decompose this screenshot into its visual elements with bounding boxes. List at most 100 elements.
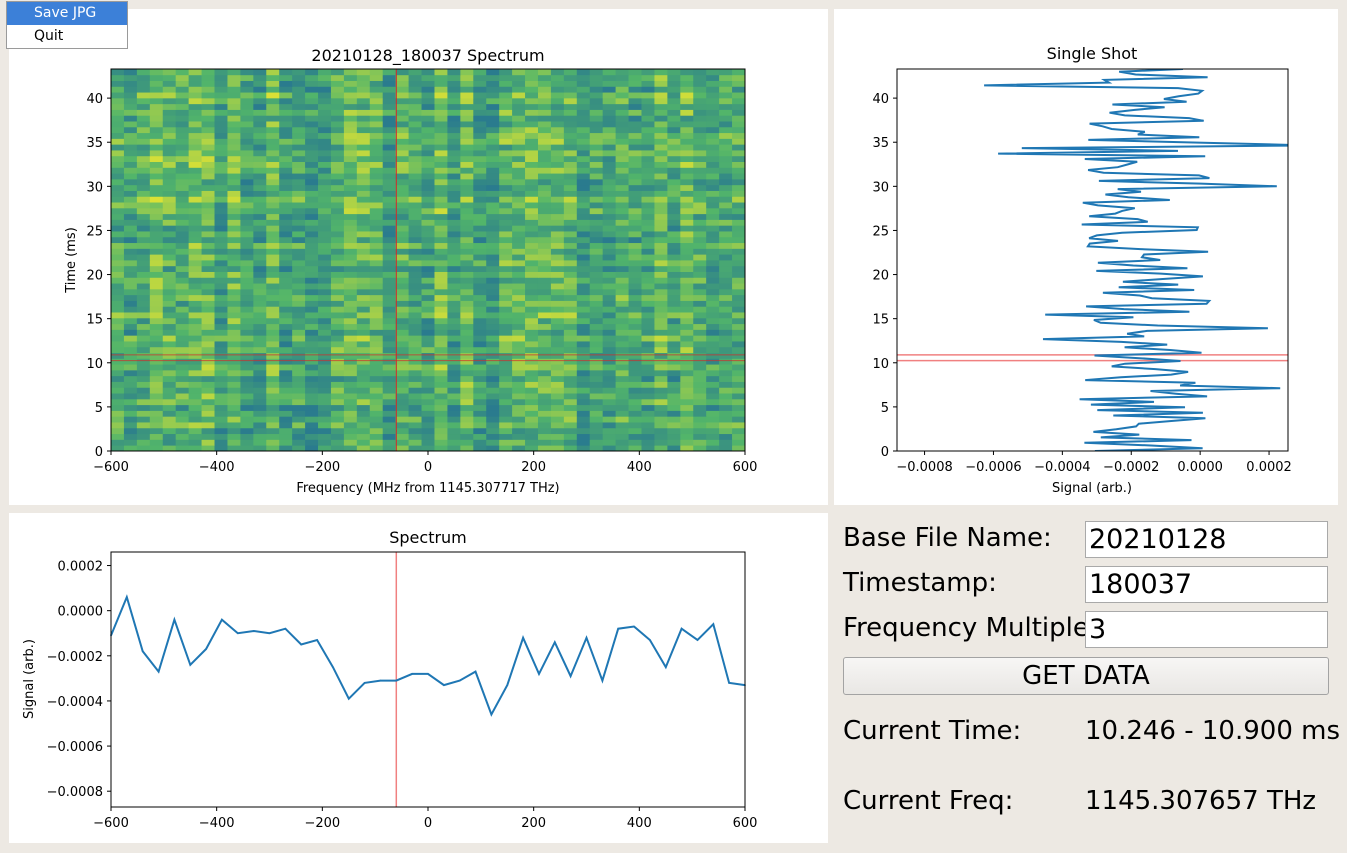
heatmap-cell [330, 294, 345, 301]
heatmap-cell [512, 207, 526, 215]
heatmap-cell [356, 126, 371, 134]
get-data-button[interactable]: GET DATA [843, 657, 1329, 695]
heatmap-cell [369, 393, 384, 400]
heatmap-cell [732, 439, 746, 446]
heatmap-cell [240, 121, 254, 128]
heatmap-cell [266, 312, 280, 319]
timestamp-input[interactable]: 180037 [1085, 566, 1328, 603]
heatmap-cell [693, 288, 707, 296]
frequency-multiple-input[interactable]: 3 [1085, 611, 1328, 648]
heatmap-cell [460, 352, 474, 359]
heatmap-cell [654, 213, 668, 220]
heatmap-cell [240, 248, 254, 255]
single-shot-chart[interactable]: Single Shot −0.0008 −0.0006 −0.0004 −0.0002… [834, 9, 1338, 505]
heatmap-cell [240, 167, 254, 174]
heatmap-cell [460, 323, 474, 330]
heatmap-cell [201, 317, 215, 325]
heatmap-cell [123, 323, 138, 330]
heatmap-cell [111, 184, 125, 191]
heatmap-cell [369, 207, 384, 215]
heatmap-cell [628, 184, 642, 191]
heatmap-cell [667, 167, 681, 174]
heatmap-cell [706, 184, 720, 191]
heatmap-cell [408, 410, 422, 417]
heatmap-cell [382, 341, 397, 348]
heatmap-cell [680, 317, 694, 325]
heatmap-cell [641, 346, 655, 354]
heatmap-cell [292, 121, 306, 128]
heatmap-cell [434, 167, 448, 174]
heatmap-cell [680, 283, 694, 290]
heatmap-cell [343, 97, 358, 105]
heatmap-cell [305, 109, 319, 116]
base-file-name-input[interactable]: 20210128 [1085, 521, 1328, 558]
heatmap-cell [602, 254, 617, 261]
base-file-name-label: Base File Name: [843, 523, 1052, 553]
heatmap-cell [525, 335, 539, 342]
heatmap-cell [227, 248, 241, 255]
heatmap-cell [395, 393, 409, 400]
heatmap-cell [667, 416, 681, 423]
menu-item-quit[interactable]: Quit [34, 28, 64, 44]
menu-item-save-jpg[interactable]: Save JPG [7, 2, 127, 25]
heatmap-cell [253, 358, 267, 365]
heatmap-cell [706, 115, 720, 122]
spectrum-point [601, 679, 604, 682]
heatmap-cell [356, 317, 371, 325]
heatmap-cell [305, 138, 319, 145]
heatmap-cell [473, 173, 487, 180]
heatmap-cell [253, 138, 267, 145]
heatmap-cell [330, 132, 345, 139]
heatmap-cell [680, 121, 694, 128]
heatmap-cell [576, 236, 591, 244]
heatmap-cell [550, 155, 565, 163]
spectrum-heatmap-chart[interactable]: 20210128_180037 Spectrum −600 −400 −200 0 20… [9, 9, 828, 505]
heatmap-cells[interactable] [111, 69, 746, 452]
heatmap-cell [149, 445, 164, 452]
heatmap-cell [654, 312, 668, 319]
heatmap-cell [369, 155, 384, 163]
heatmap-cell [318, 341, 332, 348]
heatmap-cell [123, 103, 138, 110]
heatmap-cell [240, 161, 254, 168]
heatmap-cell [525, 323, 539, 330]
heatmap-cell [240, 150, 254, 157]
heatmap-cell [149, 207, 164, 215]
heatmap-cell [615, 167, 629, 174]
heatmap-cell [188, 225, 202, 232]
heatmap-cell [123, 300, 138, 307]
heatmap-cell [369, 103, 384, 110]
heatmap-cell [175, 346, 190, 354]
heatmap-cell [693, 393, 707, 400]
heatmap-cell [136, 254, 151, 261]
heatmap-cell [149, 410, 164, 417]
heatmap-cell [589, 387, 604, 394]
heatmap-cell [201, 329, 215, 336]
heatmap-cell [201, 369, 215, 377]
heatmap-cell [693, 358, 707, 365]
heatmap-cell [253, 433, 267, 440]
current-time-value: 10.246 - 10.900 ms [1085, 716, 1340, 746]
heatmap-cell [266, 271, 280, 278]
heatmap-cell [382, 219, 397, 226]
heatmap-cell [240, 341, 254, 348]
heatmap-cell [149, 335, 164, 342]
heatmap-cell [330, 231, 345, 238]
heatmap-cell [667, 364, 681, 371]
heatmap-cell [693, 225, 707, 232]
heatmap-cell [537, 358, 552, 365]
heatmap-cell [667, 213, 681, 220]
spectrum-line-chart[interactable]: Spectrum −600 −400 −200 0 200 400 600 0.00020.… [9, 513, 828, 843]
heatmap-cell [382, 231, 397, 238]
heatmap-cell [473, 381, 487, 388]
heatmap-cell [706, 422, 720, 429]
heatmap-cell [563, 184, 578, 191]
spectrum-point [474, 670, 477, 673]
heatmap-cell [537, 236, 552, 244]
heatmap-cell [719, 196, 733, 203]
heatmap-cell [486, 369, 500, 377]
heatmap-cell [421, 184, 435, 191]
heatmap-cell [680, 300, 694, 307]
heatmap-cell [318, 306, 332, 313]
heatmap-cell [227, 109, 241, 116]
